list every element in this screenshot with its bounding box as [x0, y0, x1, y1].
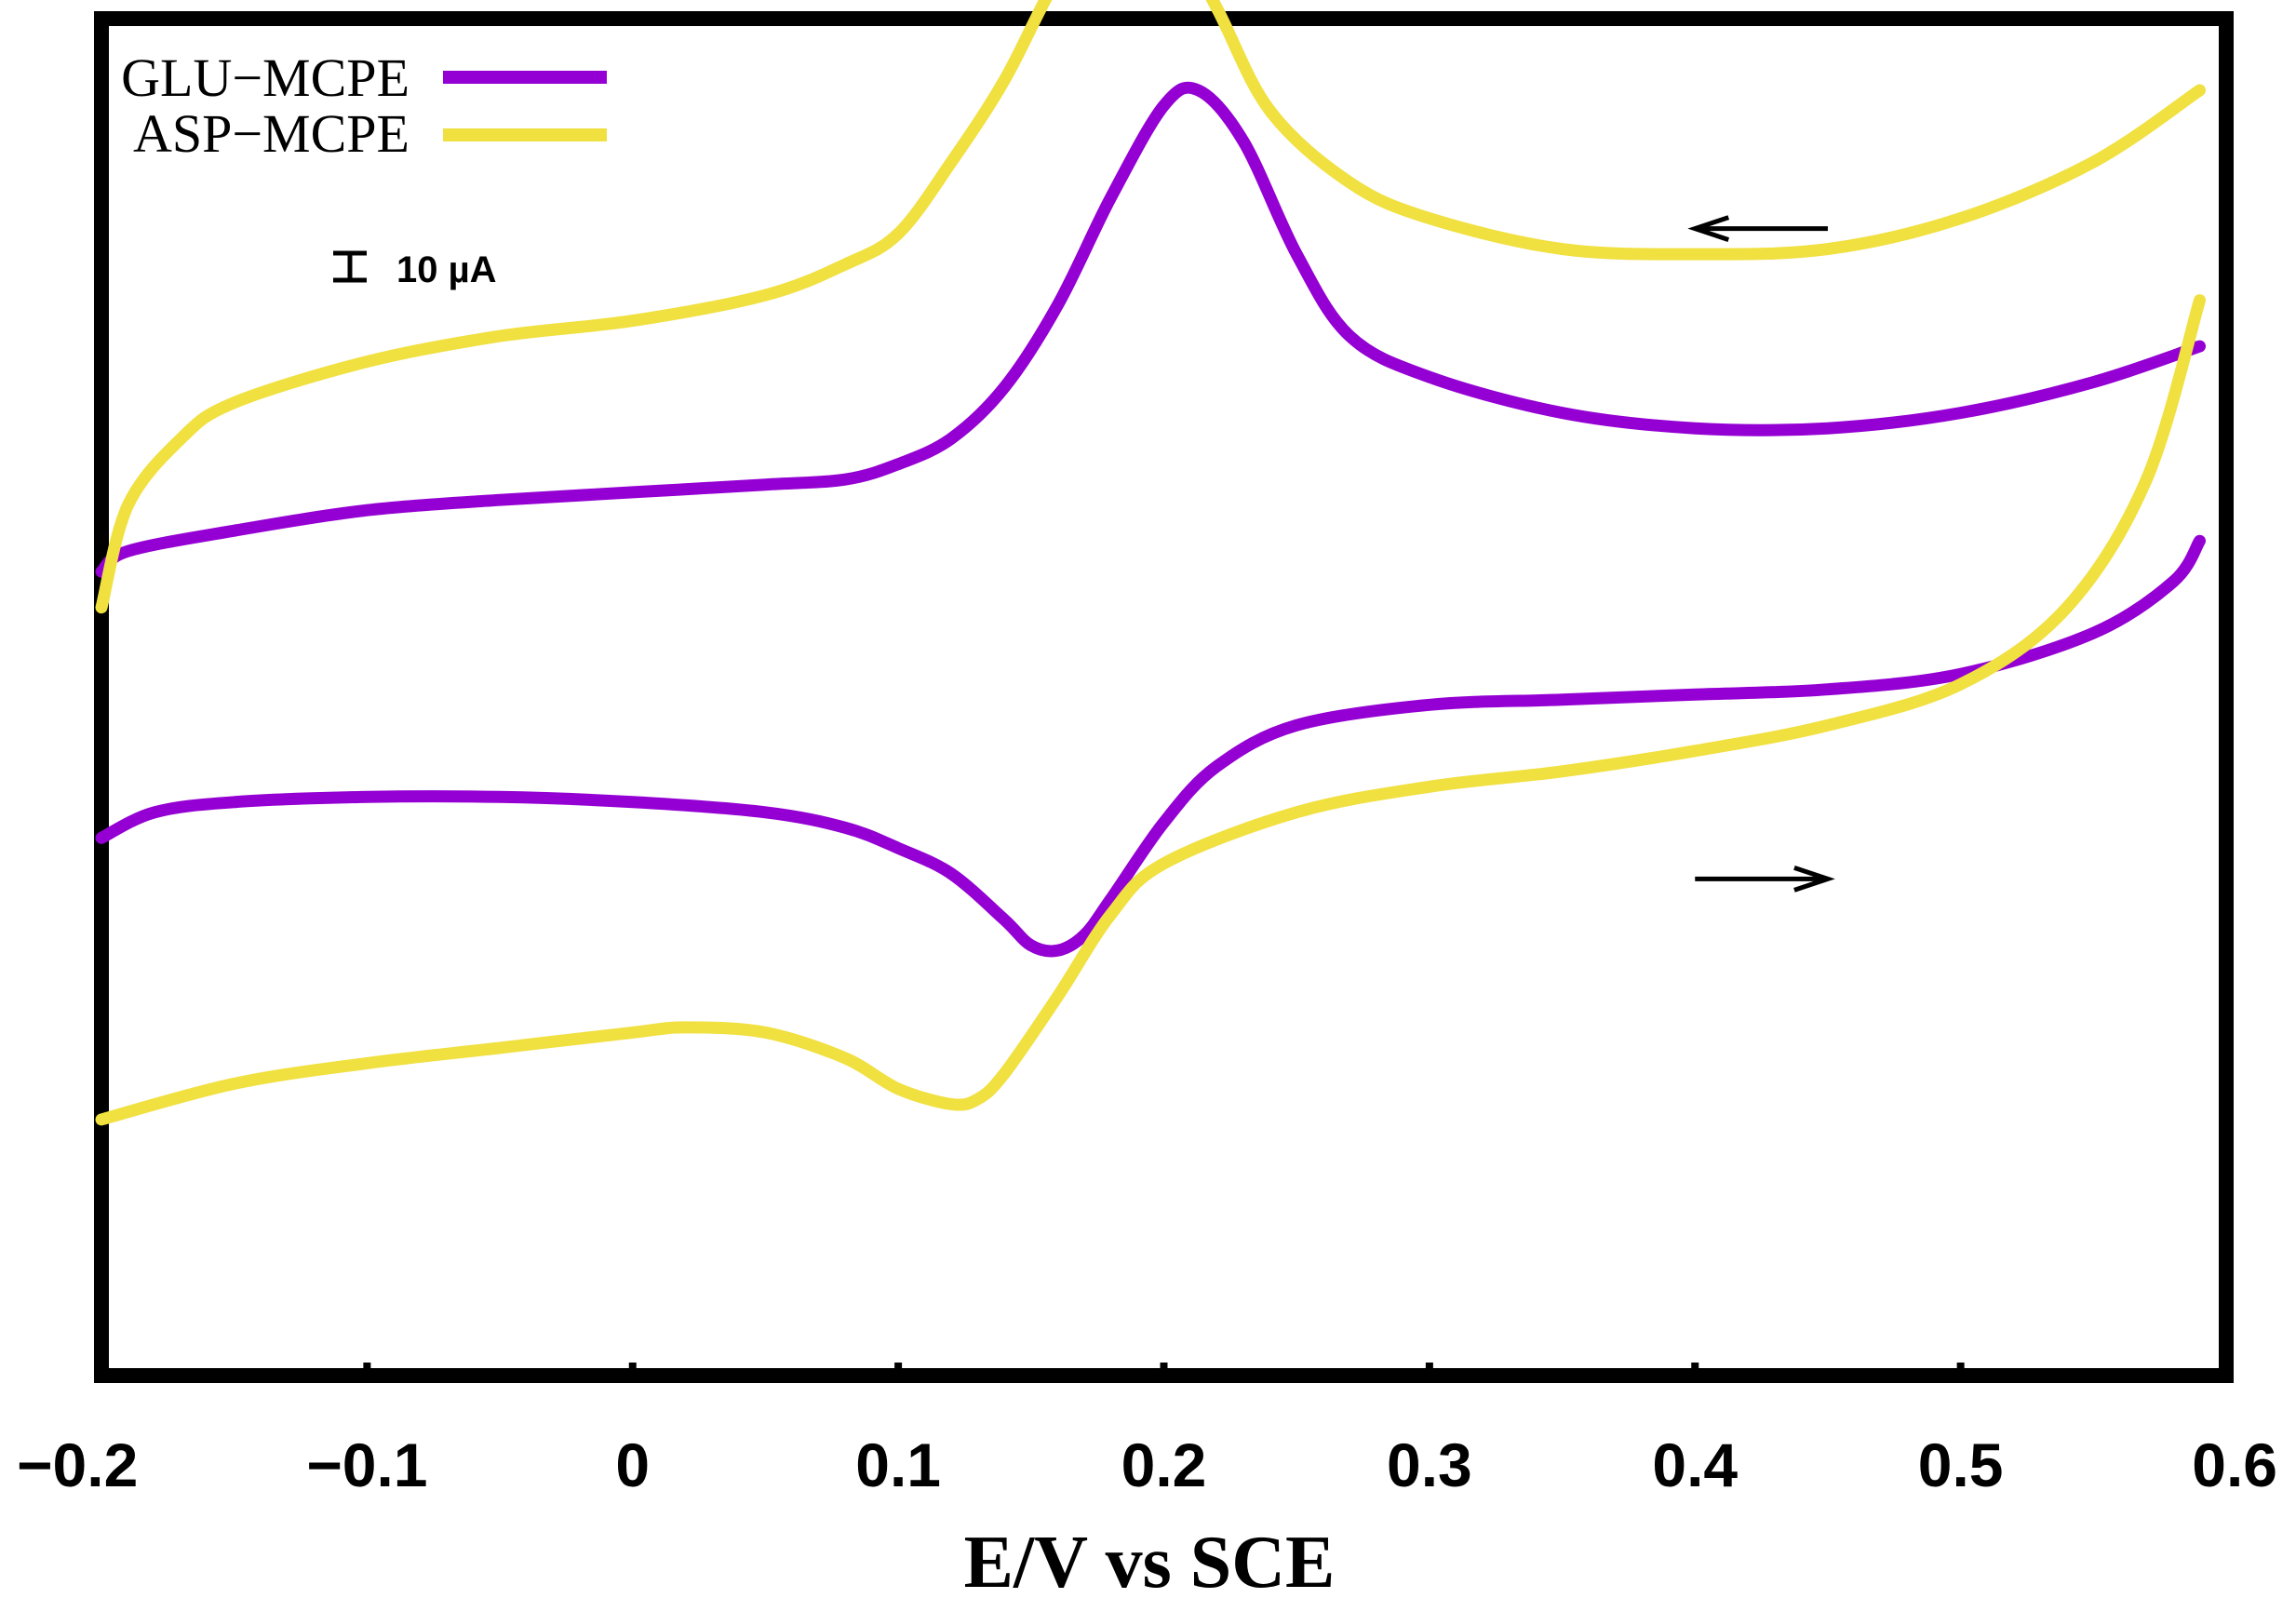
forward-scan-arrow [1695, 865, 1835, 893]
x-tick-label: 0.3 [1387, 1430, 1472, 1499]
forward-scan-arrow-head [1793, 865, 1835, 893]
x-tick-label: 0.5 [1918, 1430, 2004, 1499]
plot-frame [94, 11, 2234, 1383]
reverse-scan-arrow-head [1687, 215, 1730, 242]
asp-mcpe-upper-branch [95, 0, 2206, 614]
x-tick-label: −0.2 [17, 1430, 138, 1499]
x-tick-label: −0.1 [306, 1430, 427, 1499]
scale-bar: 10 µA [333, 249, 497, 290]
legend: GLU−MCPE ASP−MCPE [121, 47, 607, 164]
scale-bar-label: 10 µA [396, 249, 497, 290]
plot-area [94, 11, 2234, 1383]
asp-mcpe-lower-branch [95, 294, 2206, 1126]
curves-group [95, 0, 2206, 1126]
glu-mcpe-upper-branch [95, 81, 2206, 578]
x-axis-title: E/V vs SCE [964, 1522, 1336, 1598]
legend-label-glu: GLU−MCPE [121, 47, 410, 108]
x-tick-label: 0 [615, 1430, 650, 1499]
x-axis-ticks [363, 1363, 1965, 1376]
x-axis-tick-labels: −0.2 −0.1 0 0.1 0.2 0.3 0.4 0.5 0.6 [17, 1430, 2277, 1499]
x-tick-label: 0.6 [2192, 1430, 2277, 1499]
legend-label-asp: ASP−MCPE [133, 103, 410, 164]
reverse-scan-arrow [1687, 215, 1828, 242]
x-tick-label: 0.4 [1652, 1430, 1738, 1499]
x-tick-label: 0.1 [855, 1430, 941, 1499]
glu-mcpe-lower-branch [95, 534, 2206, 958]
scan-direction-arrows [1687, 215, 1835, 893]
x-tick-label: 0.2 [1121, 1430, 1207, 1499]
